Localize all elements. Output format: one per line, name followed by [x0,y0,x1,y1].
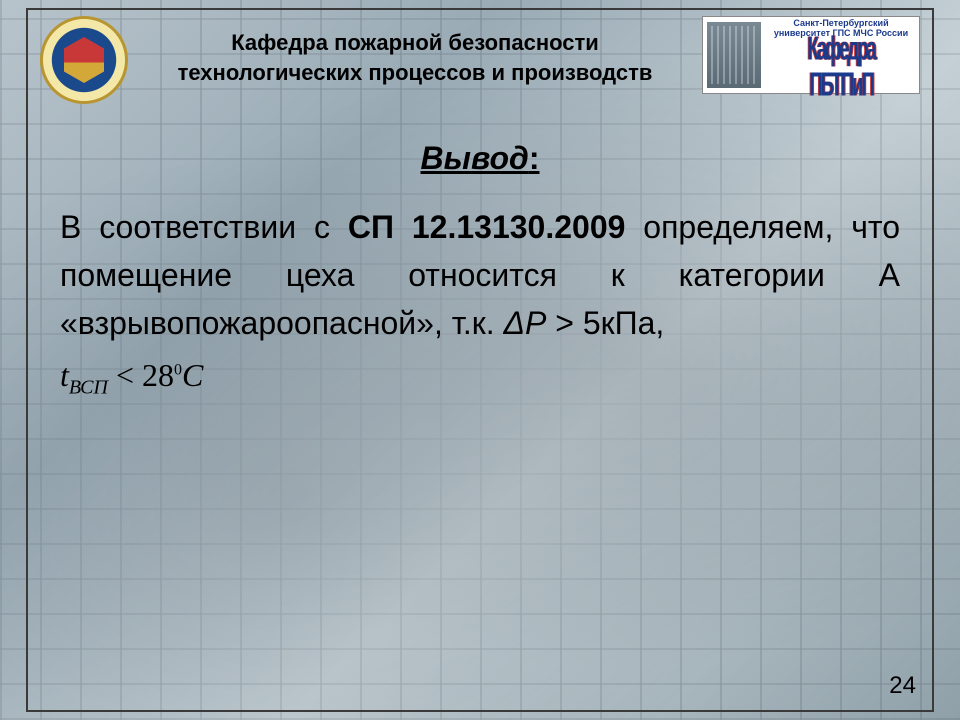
temperature-formula: tВСП ˂ 280C [60,357,900,399]
standard-code: СП 12.13130.2009 [348,209,626,245]
refinery-icon [707,22,761,88]
conclusion-heading: Вывод: [60,140,900,177]
formula-operator: ˂ [108,357,142,393]
logo-big-text: Кафедра ПБТПиП [778,31,904,104]
logo-text: Санкт-Петербургский университет ГПС МЧС … [767,19,915,91]
title-line-1: Кафедра пожарной безопасности [231,30,599,55]
formula-value: 28 [142,357,174,393]
department-logo: Санкт-Петербургский университет ГПС МЧС … [702,16,920,94]
slide-content: Вывод: В соответствии с СП 12.13130.2009… [60,140,900,399]
conclusion-body: В соответствии с СП 12.13130.2009 опреде… [60,203,900,347]
gt-sign: > [546,305,582,341]
delta-p: ΔР [504,305,547,341]
formula-degree: 0 [174,361,182,378]
department-title: Кафедра пожарной безопасности технологич… [144,16,686,87]
title-line-2: технологических процессов и производств [178,60,653,85]
page-number: 24 [889,672,916,700]
formula-unit: C [182,357,203,393]
formula-variable: t [60,357,69,393]
text-prefix: В соответствии с [60,209,348,245]
header: Кафедра пожарной безопасности технологич… [40,16,920,116]
university-emblem-icon [40,16,128,104]
pressure-value: 5кПа, [583,305,664,341]
formula-subscript: ВСП [69,376,108,398]
emblem-shield-icon [64,37,104,83]
